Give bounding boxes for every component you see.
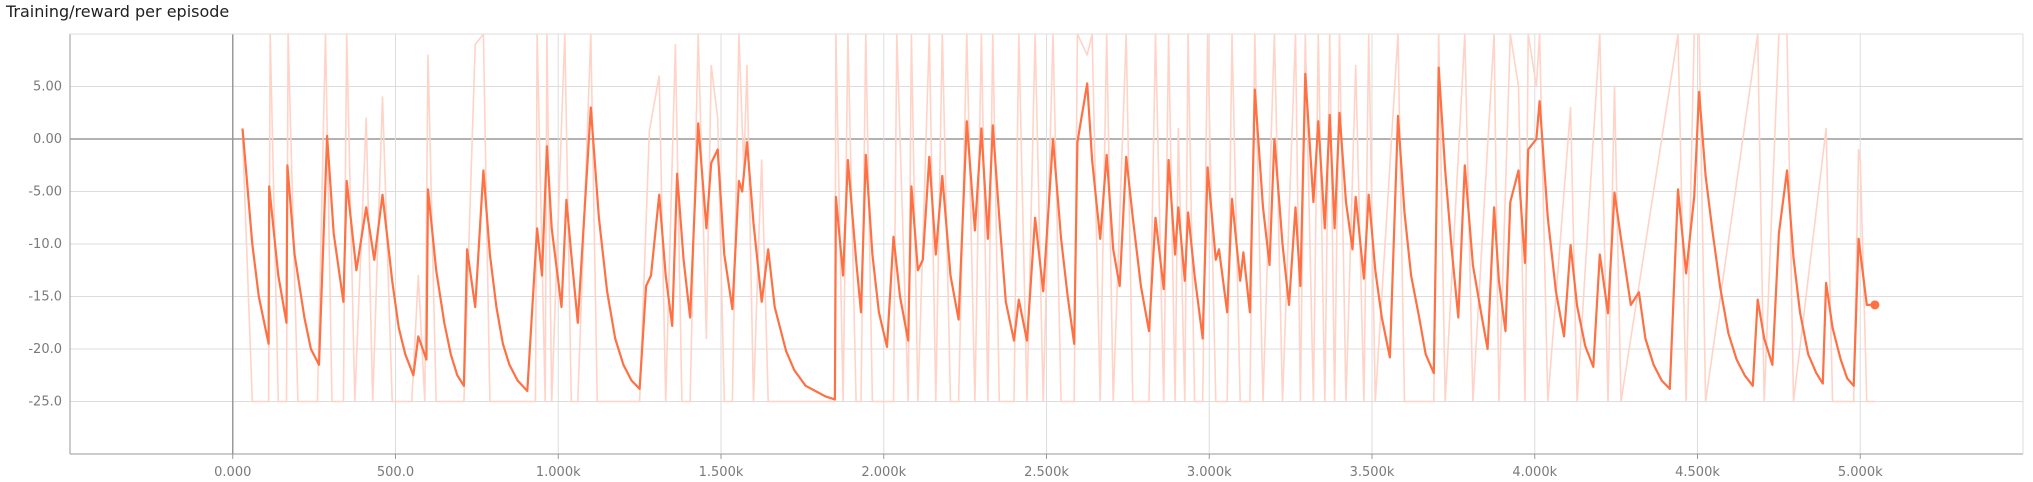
raw-series-layer — [241, 34, 1875, 403]
raw-series-line — [241, 34, 1875, 403]
y-tick-label: 0.00 — [33, 132, 62, 147]
y-tick-label: -10.0 — [28, 237, 62, 252]
y-tick-label: -20.0 — [28, 342, 62, 357]
x-tick-label: 4.000k — [1512, 465, 1557, 480]
x-tick-label: 2.500k — [1024, 465, 1069, 480]
x-tick-label: 3.500k — [1350, 465, 1395, 480]
y-tick-label: -5.00 — [28, 185, 62, 200]
x-tick-label: 1.000k — [536, 465, 581, 480]
y-tick-label: 5.00 — [33, 80, 62, 95]
x-tick-label: 0.000 — [214, 465, 251, 480]
series-endpoint-marker — [1870, 300, 1880, 310]
x-tick-label: 4.500k — [1675, 465, 1720, 480]
tick-labels: 5.00 0.00 -5.00 -10.0 -15.0 -20.0 -25.0 0.000 50… — [28, 80, 1883, 481]
y-tick-label: -15.0 — [28, 290, 62, 305]
x-tick-label: 5.000k — [1838, 465, 1883, 480]
smoothed-series-layer — [241, 66, 1880, 401]
y-tick-label: -25.0 — [28, 395, 62, 410]
chart-title: Training/reward per episode — [6, 2, 230, 21]
smoothed-series-line — [241, 66, 1875, 401]
x-tick-label: 2.000k — [861, 465, 906, 480]
x-tick-label: 500.0 — [377, 465, 414, 480]
x-tick-label: 1.500k — [699, 465, 744, 480]
x-tick-label: 3.000k — [1187, 465, 1232, 480]
